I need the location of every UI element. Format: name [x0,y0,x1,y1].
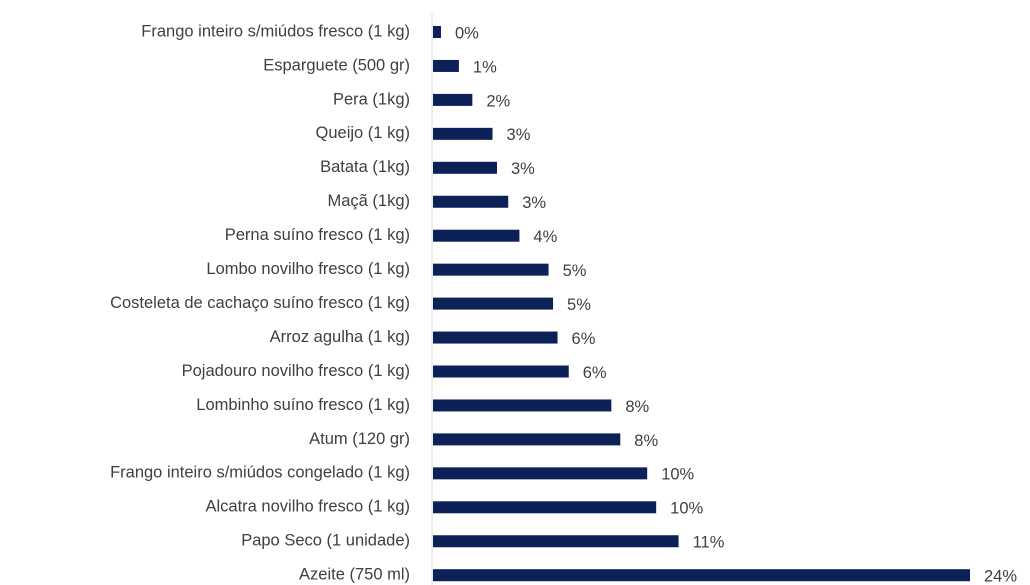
category-label: Queijo (1 kg) [316,124,410,142]
value-label: 1% [473,58,497,76]
bar [433,365,569,378]
category-label: Costeleta de cachaço suíno fresco (1 kg) [110,294,410,312]
bar [433,26,441,38]
value-label: 2% [486,92,510,110]
value-label: 4% [533,228,557,246]
category-label: Pojadouro novilho fresco (1 kg) [182,362,410,380]
category-label: Batata (1kg) [320,158,410,176]
value-label: 5% [567,296,591,314]
value-label: 8% [634,432,658,450]
value-label: 11% [693,534,725,552]
bar [433,535,679,548]
bar [433,433,621,446]
bar [433,399,612,412]
bar [433,467,648,480]
value-label: 24% [984,568,1017,585]
value-label: 3% [507,126,531,144]
value-label: 10% [661,466,694,484]
bar [433,331,558,344]
category-label: Alcatra novilho fresco (1 kg) [205,498,410,516]
category-label: Frango inteiro s/miúdos fresco (1 kg) [141,22,410,40]
category-label: Arroz agulha (1 kg) [270,328,410,346]
category-label: Atum (120 gr) [309,430,410,448]
category-label: Lombinho suíno fresco (1 kg) [196,396,410,414]
category-label: Lombo novilho fresco (1 kg) [206,260,410,278]
bar [433,195,509,208]
category-label: Maçã (1kg) [327,192,410,210]
bar [433,93,473,106]
bar [433,127,493,140]
category-label: Pera (1kg) [333,90,410,108]
category-label: Papo Seco (1 unidade) [241,532,410,550]
category-label: Azeite (750 ml) [299,566,410,584]
category-label: Esparguete (500 gr) [263,56,410,74]
value-label: 6% [583,364,607,382]
value-label: 8% [625,398,649,416]
bar [433,501,657,514]
bar [433,297,554,310]
bar [433,569,970,582]
value-label: 0% [455,24,479,42]
value-label: 3% [522,194,546,212]
bar [433,263,549,276]
category-label: Perna suíno fresco (1 kg) [225,226,410,244]
value-label: 3% [511,160,535,178]
category-label: Frango inteiro s/miúdos congelado (1 kg) [110,464,410,482]
bar [433,161,498,174]
bar [433,229,520,242]
bar [433,59,459,72]
value-label: 10% [670,500,703,518]
value-label: 5% [563,262,587,280]
value-label: 6% [572,330,596,348]
